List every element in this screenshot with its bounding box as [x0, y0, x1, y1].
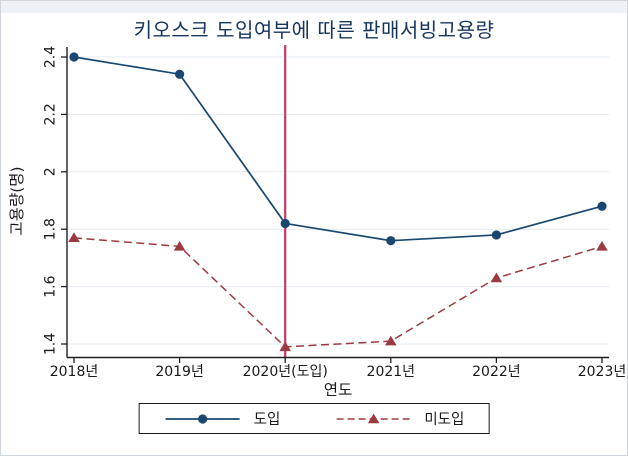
data-point-not-adopted — [490, 272, 503, 283]
data-point-adopted — [386, 236, 396, 246]
legend-line-sample-not-adopted — [336, 413, 411, 423]
y-tick-label: 1.8 — [43, 218, 59, 240]
legend: 도입 미도입 — [138, 403, 490, 434]
x-axis-title: 연도 — [323, 381, 353, 399]
x-tick-label: 2021년 — [367, 364, 416, 380]
series-line-adopted — [73, 56, 603, 242]
legend-marker-circle — [198, 413, 208, 424]
y-tick-label: 2.2 — [43, 103, 59, 125]
data-point-adopted — [69, 52, 79, 62]
y-tick-label: 1.6 — [43, 275, 59, 297]
background-strip — [1, 1, 627, 13]
legend-label-not-adopted: 미도입 — [424, 412, 465, 428]
data-point-not-adopted — [385, 335, 397, 346]
x-tick-label: 2020년(도입) — [243, 364, 328, 380]
data-point-not-adopted — [68, 232, 80, 243]
legend-marker-triangle — [367, 413, 380, 423]
data-point-adopted — [175, 69, 185, 79]
y-tick-label: 1.4 — [43, 333, 59, 355]
legend-item-not-adopted: 미도입 — [334, 408, 464, 429]
data-point-not-adopted — [596, 241, 608, 251]
data-point-adopted — [491, 230, 501, 240]
legend-item-adopted: 도입 — [164, 408, 281, 429]
series-line-not-adopted — [73, 237, 603, 348]
x-tick-label: 2022년 — [472, 364, 521, 380]
data-point-adopted — [280, 218, 290, 229]
y-axis-title: 고용량(명) — [8, 166, 26, 236]
x-tick-label: 2023년 — [578, 364, 627, 380]
y-tick-label: 2.4 — [43, 46, 59, 68]
data-point-not-adopted — [173, 241, 186, 251]
x-tick-label: 2019년 — [155, 364, 204, 380]
data-point-adopted — [597, 201, 607, 211]
y-tick-label: 2 — [43, 167, 59, 176]
legend-line-sample-adopted — [165, 413, 240, 424]
x-tick-label: 2018년 — [50, 364, 99, 380]
legend-label-adopted: 도입 — [253, 412, 281, 428]
data-point-not-adopted — [279, 341, 291, 352]
chart-title: 키오스크 도입여부에 따른 판매서빙고용량 — [133, 18, 495, 42]
